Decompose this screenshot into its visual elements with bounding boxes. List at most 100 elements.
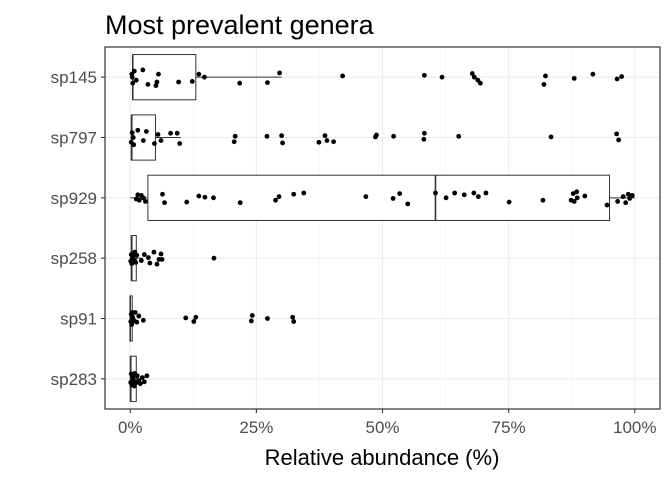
data-point-sp91 — [248, 318, 254, 324]
data-point-sp929 — [574, 189, 580, 195]
data-point-sp929 — [135, 192, 141, 198]
data-point-sp145 — [153, 83, 159, 89]
data-point-sp145 — [541, 82, 547, 87]
data-point-sp929 — [162, 200, 167, 206]
data-point-sp929 — [475, 194, 481, 200]
data-point-sp929 — [570, 191, 576, 197]
data-point-sp929 — [623, 200, 629, 206]
data-point-sp145 — [619, 74, 625, 79]
data-point-sp145 — [176, 79, 182, 85]
data-point-sp929 — [540, 197, 546, 203]
data-point-sp929 — [571, 199, 577, 204]
data-point-sp929 — [273, 197, 278, 203]
box-layer — [129, 54, 635, 402]
data-point-sp91 — [129, 322, 135, 327]
data-point-sp145 — [154, 79, 160, 85]
data-point-sp145 — [201, 74, 207, 80]
data-point-sp258 — [133, 259, 139, 265]
data-point-sp145 — [477, 80, 483, 86]
data-point-sp258 — [211, 255, 217, 261]
data-point-sp145 — [471, 74, 477, 80]
data-point-sp929 — [452, 190, 458, 196]
data-point-sp929 — [471, 190, 477, 196]
data-point-sp797 — [421, 130, 427, 136]
data-point-sp145 — [590, 71, 596, 77]
data-point-sp929 — [301, 190, 307, 196]
data-point-sp797 — [232, 133, 238, 139]
data-point-sp797 — [614, 131, 620, 137]
data-point-sp929 — [291, 191, 297, 197]
y-axis: sp145 sp797 sp929 sp258 sp91 sp283 — [51, 68, 105, 389]
y-tick-label: sp797 — [51, 129, 97, 148]
data-point-sp797 — [316, 139, 322, 145]
data-point-sp145 — [130, 80, 136, 86]
data-point-sp258 — [145, 255, 151, 260]
data-point-sp929 — [142, 199, 148, 204]
data-point-sp145 — [340, 73, 346, 79]
y-tick-label: sp283 — [51, 370, 97, 389]
data-point-sp929 — [160, 191, 165, 197]
data-point-sp145 — [196, 71, 202, 77]
data-point-sp91 — [134, 319, 140, 325]
data-point-sp258 — [129, 261, 135, 266]
y-tick-label: sp91 — [60, 310, 97, 329]
y-tick-label: sp145 — [51, 68, 97, 87]
data-point-sp929 — [506, 199, 512, 205]
data-point-sp145 — [543, 73, 548, 79]
data-point-sp145 — [265, 80, 270, 85]
data-point-sp797 — [421, 136, 427, 142]
data-point-sp929 — [276, 194, 282, 200]
data-point-sp929 — [196, 193, 202, 199]
data-point-sp145 — [277, 70, 282, 76]
data-point-sp797 — [143, 129, 149, 134]
data-point-sp258 — [134, 252, 140, 258]
data-point-sp797 — [279, 133, 284, 139]
data-point-sp797 — [152, 141, 157, 146]
data-point-sp283 — [139, 375, 145, 381]
data-point-sp929 — [390, 196, 396, 201]
data-point-sp797 — [616, 137, 622, 143]
data-point-sp91 — [191, 319, 197, 324]
data-point-sp797 — [331, 139, 336, 145]
data-point-sp929 — [615, 199, 621, 204]
data-point-sp929 — [574, 195, 580, 201]
data-point-sp145 — [469, 71, 475, 76]
data-point-sp283 — [131, 383, 137, 389]
data-point-sp145 — [145, 82, 151, 87]
data-point-sp797 — [456, 133, 462, 139]
data-point-sp91 — [183, 315, 189, 321]
data-point-sp797 — [140, 138, 146, 143]
data-point-sp91 — [291, 319, 297, 324]
data-point-sp145 — [421, 72, 427, 78]
data-point-sp145 — [571, 75, 577, 81]
data-point-sp929 — [140, 195, 146, 201]
plot-panel — [104, 46, 661, 410]
data-point-sp258 — [129, 255, 135, 261]
x-tick-label: 0% — [118, 418, 143, 437]
data-point-sp145 — [156, 71, 161, 77]
data-point-sp797 — [280, 140, 285, 146]
data-point-sp145 — [140, 67, 146, 73]
data-point-sp797 — [168, 130, 173, 136]
data-point-sp797 — [548, 134, 554, 140]
data-point-sp258 — [154, 261, 160, 267]
data-point-sp91 — [129, 310, 135, 315]
data-point-sp797 — [155, 132, 161, 137]
data-point-sp91 — [290, 314, 296, 320]
data-point-sp145 — [439, 74, 445, 80]
data-point-sp91 — [265, 316, 270, 321]
data-point-sp929 — [582, 193, 588, 199]
data-point-sp929 — [202, 194, 208, 200]
data-point-sp929 — [629, 193, 635, 198]
grid-lines — [105, 47, 660, 409]
data-point-sp797 — [391, 133, 396, 139]
data-point-sp929 — [433, 190, 438, 196]
data-point-sp258 — [138, 258, 144, 263]
x-tick-label: 100% — [613, 418, 656, 437]
data-point-sp145 — [614, 76, 620, 82]
data-point-sp929 — [625, 191, 631, 197]
data-point-sp797 — [177, 141, 183, 146]
data-point-sp797 — [130, 135, 136, 140]
chart-title: Most prevalent genera — [105, 10, 375, 40]
